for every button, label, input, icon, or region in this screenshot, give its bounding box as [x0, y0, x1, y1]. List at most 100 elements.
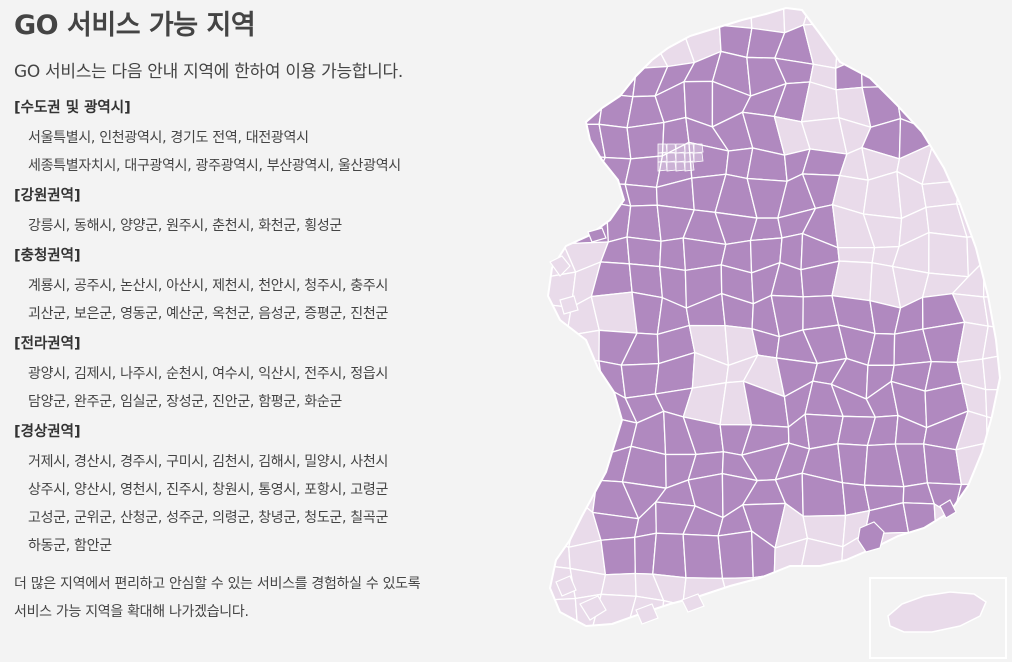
seoul-district [657, 152, 668, 163]
region-line: 광양시, 김제시, 나주시, 순천시, 여수시, 익산시, 전주시, 정읍시 [28, 366, 389, 382]
non-service-district [576, 625, 605, 626]
non-service-district [990, 541, 1000, 576]
seoul-district [657, 143, 668, 154]
non-service-district [548, 327, 568, 361]
non-service-district [773, 657, 817, 662]
service-district [560, 177, 608, 215]
non-service-district [626, 26, 669, 70]
seoul-district [657, 161, 668, 172]
service-district [560, 152, 607, 184]
service-district [626, 236, 662, 268]
non-service-district [562, 8, 600, 36]
non-service-island [579, 595, 607, 621]
non-service-district [744, 594, 784, 626]
non-service-district [957, 8, 994, 37]
non-service-island [555, 575, 577, 597]
info-panel: GO 서비스 가능 지역 GO 서비스는 다음 안내 지역에 한하여 이용 가능… [14, 6, 534, 566]
region-capital: [수도권 및 광역시] 서울특별시, 인천광역시, 경기도 전역, 대전광역시 … [14, 98, 534, 180]
non-service-district [781, 593, 810, 626]
non-service-district [962, 119, 999, 152]
non-service-district [548, 472, 580, 515]
seoul-district [693, 152, 704, 163]
seoul-district [684, 152, 695, 163]
non-service-district [720, 655, 748, 662]
jeju-island [887, 591, 987, 633]
service-district [659, 237, 687, 272]
non-service-district [986, 442, 1000, 488]
seoul-district [675, 143, 686, 154]
non-service-district [570, 25, 597, 66]
service-district [652, 532, 687, 579]
non-service-district [773, 566, 810, 597]
jeju-inset-frame [869, 577, 1007, 659]
non-service-island [635, 603, 659, 625]
non-service-island [559, 295, 579, 315]
non-service-district [892, 8, 939, 34]
region-chungcheong: [충청권역] 계룡시, 공주시, 논산시, 아산시, 제천시, 천안시, 청주시… [14, 246, 534, 328]
service-district [860, 56, 903, 89]
non-service-district [548, 83, 563, 126]
non-service-district [860, 8, 905, 34]
non-service-district [591, 625, 627, 626]
page-title: GO 서비스 가능 지역 [14, 10, 256, 41]
service-district [598, 123, 632, 160]
service-district [600, 536, 636, 576]
region-title: [경상권역] [14, 424, 81, 440]
service-district [593, 156, 632, 185]
non-service-district [660, 621, 699, 626]
region-gangwon: [강원권역] 강릉시, 동해시, 양양군, 원주시, 춘천시, 화천군, 횡성군 [14, 186, 534, 240]
non-service-district [774, 624, 806, 626]
non-service-district [871, 622, 900, 626]
korea-map-svg [546, 6, 1007, 662]
service-district [620, 362, 660, 399]
non-service-district [981, 325, 1000, 360]
region-jeolla: [전라권역] 광양시, 김제시, 나주시, 순천시, 여수시, 익산시, 전주시… [14, 334, 534, 416]
service-district [837, 442, 869, 486]
non-service-district [805, 657, 841, 662]
non-service-district [560, 384, 609, 425]
non-service-district [651, 8, 687, 39]
non-service-district [895, 531, 937, 568]
mainland-outline [546, 6, 1002, 628]
service-district [902, 502, 937, 534]
service-island [857, 521, 885, 553]
non-service-district [921, 26, 960, 70]
non-service-district [992, 483, 1000, 514]
region-title: [수도권 및 광역시] [14, 100, 131, 116]
footer-line: 더 많은 지역에서 편리하고 안심할 수 있는 서비스를 경험하실 수 있도록 [14, 576, 421, 592]
region-gyeongsang: [경상권역] 거제시, 경산시, 경주시, 구미시, 김천시, 김해시, 밀양시… [14, 422, 534, 560]
non-service-district [743, 631, 783, 662]
non-service-district [576, 653, 604, 662]
non-service-district [958, 623, 991, 626]
region-line: 담양군, 완주군, 임실군, 장성군, 진안군, 함평군, 화순군 [28, 394, 342, 410]
non-service-district [990, 58, 1000, 84]
service-district [560, 52, 605, 95]
non-service-district [952, 500, 994, 544]
non-service-district [958, 29, 993, 68]
seoul-district [684, 161, 695, 172]
service-district [624, 183, 658, 207]
non-service-district [837, 622, 880, 626]
region-line: 강릉시, 동해시, 양양군, 원주시, 춘천시, 화천군, 횡성군 [28, 218, 342, 234]
non-service-district [590, 291, 638, 334]
service-district [626, 204, 662, 242]
non-service-district [921, 65, 961, 85]
non-service-district [548, 200, 565, 245]
non-service-district [988, 8, 1000, 37]
non-service-district [996, 172, 1000, 215]
region-line: 계룡시, 공주시, 논산시, 아산시, 제천시, 천안시, 청주시, 충주시 [28, 278, 389, 294]
non-service-district [548, 177, 564, 216]
region-title: [전라권역] [14, 336, 81, 352]
non-service-district [982, 590, 1000, 626]
non-service-island [549, 255, 571, 277]
service-district [894, 58, 937, 88]
non-service-district [548, 8, 572, 28]
seoul-district [675, 161, 686, 172]
non-service-district [694, 655, 728, 662]
non-service-district [833, 8, 879, 30]
non-service-district [922, 119, 964, 145]
seoul-district [666, 161, 677, 172]
non-service-district [802, 8, 840, 26]
region-title: [충청권역] [14, 248, 81, 264]
non-service-district [743, 657, 775, 662]
